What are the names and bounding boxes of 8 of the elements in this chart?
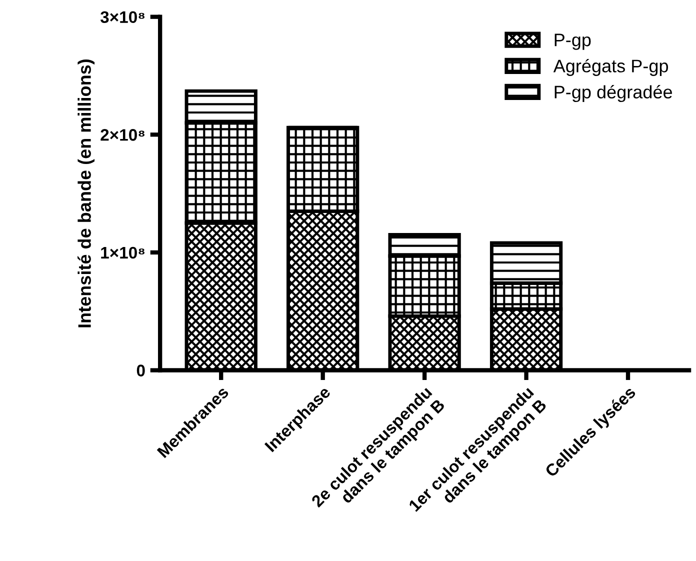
- legend-label: Agrégats P-gp: [553, 58, 668, 76]
- y-tick-label: 3×10⁸: [100, 11, 144, 24]
- y-tick-label: 0: [136, 364, 145, 376]
- legend-label: P-gp: [554, 34, 591, 50]
- y-axis-title: Intensité de bande (en millions): [78, 60, 95, 328]
- legend-label: P-gp dégradée: [554, 85, 672, 102]
- y-tick-label: 1×10⁸: [101, 246, 144, 259]
- y-tick-label: 2×10⁸: [100, 129, 144, 141]
